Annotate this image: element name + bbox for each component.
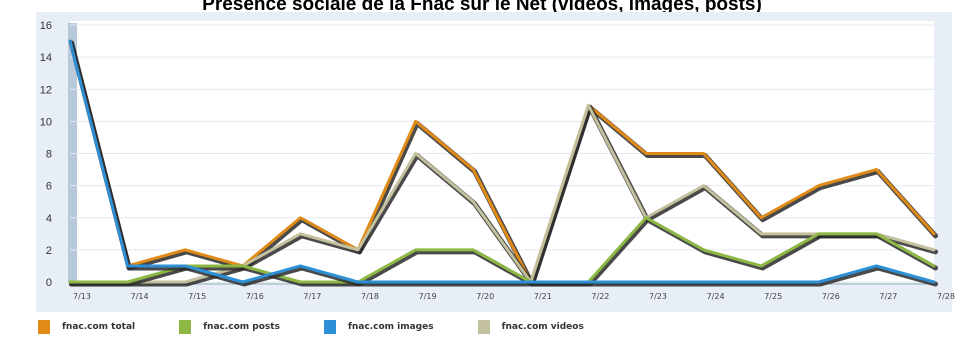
legend-item-images[interactable]: fnac.com images — [323, 320, 434, 334]
x-tick-label: 7/25 — [764, 292, 782, 301]
legend-item-videos[interactable]: fnac.com videos — [477, 320, 584, 334]
series-line-images[interactable] — [68, 39, 936, 284]
legend-swatch-posts — [179, 320, 192, 334]
x-tick-label: 7/20 — [476, 292, 494, 301]
y-tick-label: 14 — [40, 52, 52, 64]
selection-band — [68, 23, 77, 282]
x-tick-label: 7/24 — [707, 292, 725, 301]
legend-swatch-videos — [477, 320, 490, 334]
legend-swatch-images — [323, 320, 336, 334]
series-shadow-images — [69, 40, 938, 287]
legend-label-videos: fnac.com videos — [501, 322, 584, 332]
y-tick-label: 6 — [46, 181, 52, 193]
x-tick-label: 7/22 — [591, 292, 609, 301]
y-tick-label: 0 — [46, 277, 52, 289]
y-tick-label: 12 — [40, 84, 52, 96]
legend-label-posts: fnac.com posts — [203, 322, 280, 332]
x-tick-label: 7/17 — [303, 292, 321, 301]
series-lines — [68, 39, 938, 287]
x-tick-label: 7/26 — [822, 292, 840, 301]
y-tick-label: 2 — [46, 245, 52, 257]
x-tick-label: 7/13 — [73, 292, 91, 301]
y-tick-label: 4 — [46, 213, 52, 225]
y-tick-label: 8 — [46, 149, 52, 161]
y-tick-label: 10 — [40, 116, 52, 128]
x-tick-label: 7/15 — [188, 292, 206, 301]
legend-label-images: fnac.com images — [347, 322, 434, 332]
x-tick-label: 7/19 — [419, 292, 437, 301]
legend: fnac.com total fnac.com posts fnac.com i… — [38, 317, 628, 337]
x-tick-label: 7/21 — [534, 292, 552, 301]
x-tick-label: 7/18 — [361, 292, 379, 301]
x-tick-label: 7/14 — [131, 292, 149, 301]
x-tick-label: 7/16 — [246, 292, 264, 301]
legend-item-total[interactable]: fnac.com total — [38, 320, 135, 334]
legend-item-posts[interactable]: fnac.com posts — [179, 320, 280, 334]
legend-label-total: fnac.com total — [62, 322, 136, 332]
x-tick-label: 7/28 — [937, 292, 955, 301]
chart-title: Presence sociale de la Fnac sur le Net (… — [202, 0, 762, 15]
y-tick-label: 16 — [40, 20, 52, 32]
series-line-posts[interactable] — [68, 216, 936, 284]
legend-swatch-total — [38, 320, 50, 334]
x-tick-label: 7/23 — [649, 292, 667, 301]
series-line-total[interactable] — [68, 39, 936, 284]
x-tick-label: 7/27 — [879, 292, 897, 301]
